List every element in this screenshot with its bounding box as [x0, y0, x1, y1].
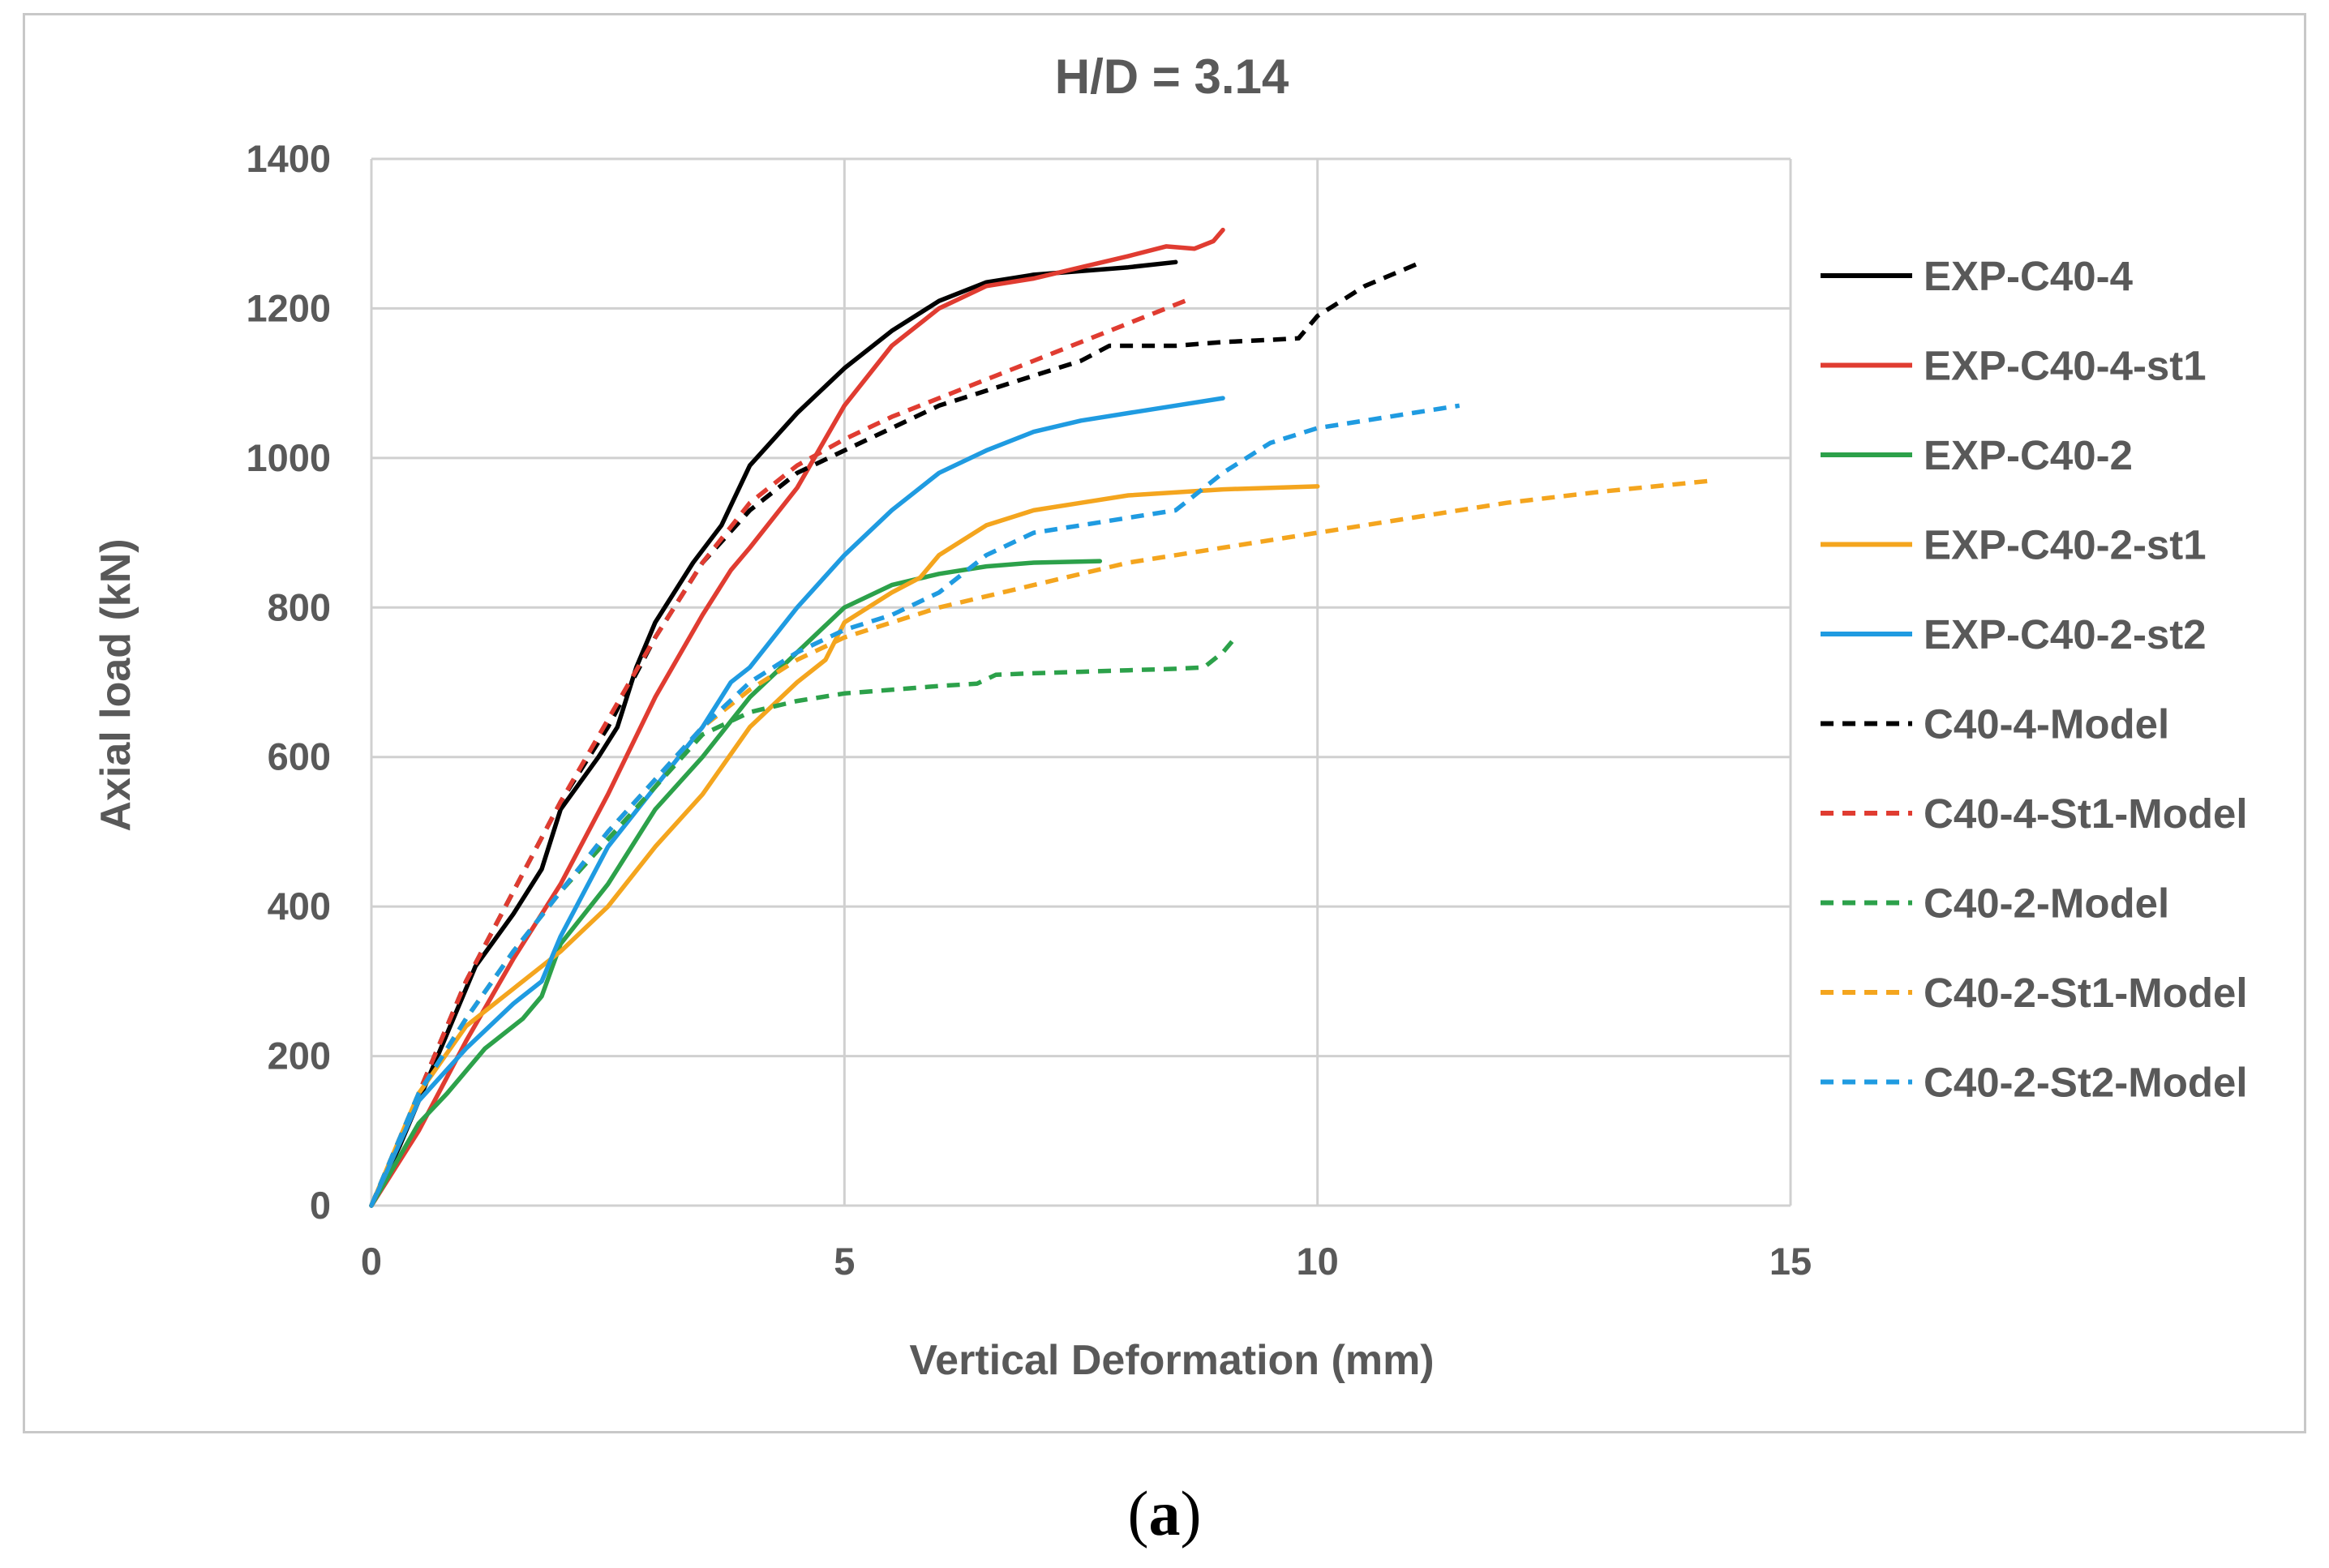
- legend-label: EXP-C40-2: [1924, 432, 2133, 478]
- series-line-c40-4-model: [369, 259, 1423, 1207]
- caption-close: ): [1180, 1478, 1202, 1549]
- y-tick-label: 600: [268, 735, 331, 778]
- series-line-exp-c40-4: [369, 259, 1178, 1208]
- legend: EXP-C40-4 EXP-C40-4-st1 EXP-C40-2 EXP-C40-2…: [1821, 253, 2248, 1106]
- x-tick-label: 0: [361, 1240, 382, 1283]
- figure-caption: (a): [0, 1477, 2329, 1550]
- x-tick-label: 5: [834, 1240, 855, 1283]
- legend-label: EXP-C40-4: [1924, 253, 2134, 299]
- line-chart: 0 200 400 600 800 1000 1200 1400 0 5 10 15 EXP-C40-…: [92, 49, 2248, 1384]
- series-line-exp-c40-2: [369, 559, 1103, 1208]
- series-line-c40-2-st2-model: [369, 403, 1460, 1207]
- y-tick-label: 0: [310, 1184, 331, 1227]
- legend-label: EXP-C40-4-st1: [1924, 343, 2207, 389]
- series-line-exp-c40-2-st1: [369, 484, 1320, 1208]
- x-tick-label: 15: [1769, 1240, 1812, 1283]
- legend-label: EXP-C40-2-st1: [1924, 522, 2207, 568]
- series-line-c40-4-st1-model: [369, 298, 1186, 1207]
- series-line-c40-2-model: [369, 640, 1234, 1207]
- x-tick-label: 10: [1297, 1240, 1339, 1283]
- axis-ticks: 0 200 400 600 800 1000 1200 1400 0 5 10 15: [246, 137, 1812, 1283]
- legend-label: C40-2-Model: [1924, 880, 2169, 927]
- series-lines: [369, 227, 1715, 1208]
- y-tick-label: 1000: [246, 436, 331, 479]
- y-tick-label: 200: [268, 1035, 331, 1077]
- caption-open: (: [1127, 1478, 1149, 1549]
- legend-label: C40-2-St2-Model: [1924, 1060, 2248, 1106]
- legend-label: C40-4-St1-Model: [1924, 790, 2248, 837]
- legend-label: C40-4-Model: [1924, 701, 2169, 748]
- legend-label: EXP-C40-2-st2: [1924, 611, 2207, 658]
- legend-label: C40-2-St1-Model: [1924, 970, 2248, 1016]
- y-axis-title: Axial load (kN): [92, 538, 139, 831]
- y-tick-label: 1400: [246, 137, 331, 180]
- series-line-exp-c40-2-st2: [369, 396, 1225, 1208]
- chart-frame: [23, 13, 2306, 1433]
- y-tick-label: 400: [268, 885, 331, 928]
- caption-letter: a: [1148, 1478, 1181, 1549]
- y-tick-label: 1200: [246, 286, 331, 329]
- chart-title: H/D = 3.14: [1055, 49, 1289, 104]
- gridlines: [370, 157, 1792, 1207]
- series-line-c40-2-st1-model: [369, 478, 1715, 1207]
- y-tick-label: 800: [268, 585, 331, 628]
- series-line-exp-c40-4-st1: [369, 227, 1225, 1208]
- x-axis-title: Vertical Deformation (mm): [909, 1337, 1434, 1384]
